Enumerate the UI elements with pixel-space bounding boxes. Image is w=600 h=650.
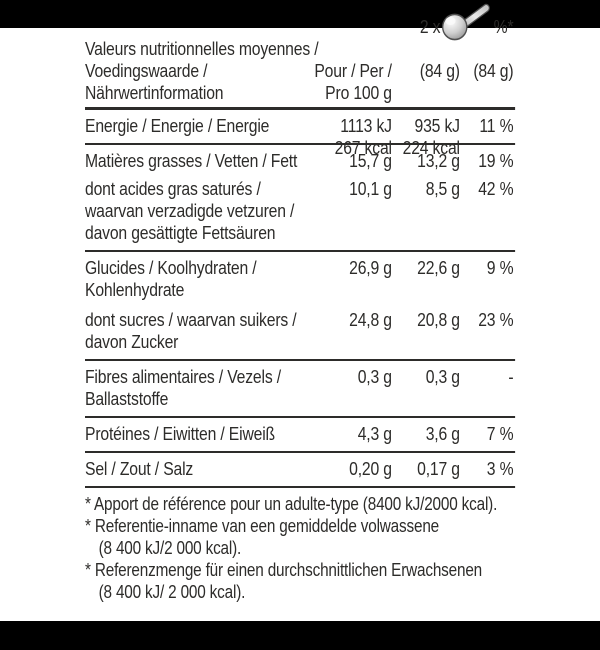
table-title: Valeurs nutritionnelles moyennes / Voedi… [85, 38, 319, 103]
nutrient-label: Matières grasses / Vetten / Fett [85, 150, 298, 171]
table-row: Fibres alimentaires / Vezels / Ballastst… [85, 361, 515, 416]
value-percent: 23 % [478, 309, 514, 330]
section-energy: Energie / Energie / Energie 1113 kJ 267 … [85, 110, 516, 158]
nutrient-label: Sel / Zout / Salz [85, 458, 194, 479]
footnotes: * Apport de référence pour un adulte-typ… [85, 488, 515, 603]
value-per-100g: 0,3 g [357, 366, 392, 387]
value-percent: - [508, 366, 514, 387]
column-header-per-portion: 2 x [349, 0, 490, 104]
value-per-100g: 26,9 g [349, 257, 392, 278]
column-header-per-100g: Pour / Per / Pro 100 g [314, 60, 392, 103]
value-per-portion: 0,17 g [417, 458, 460, 479]
percent-symbol: %* [493, 16, 514, 37]
nutrient-label: dont acides gras saturés / waarvan verza… [85, 178, 295, 243]
value-percent: 19 % [478, 150, 514, 171]
letterbox-bar-bottom [0, 621, 600, 650]
value-per-portion: 935 kJ 224 kcal [402, 115, 460, 158]
nutrient-label: dont sucres / waarvan suikers / davon Zu… [85, 309, 297, 352]
value-per-portion: 20,8 g [417, 309, 460, 330]
value-per-portion: 22,6 g [417, 257, 460, 278]
value-percent: 7 % [486, 423, 514, 444]
portion-header-line: 2 x [349, 3, 490, 41]
value-per-portion: 0,3 g [425, 366, 460, 387]
value-per-portion: 13,2 g [417, 150, 460, 171]
value-percent: 42 % [478, 178, 514, 199]
portion-multiplier: 2 x [419, 16, 441, 37]
spoon-icon [442, 3, 490, 41]
footnote-reference-intake-fr: * Apport de référence pour un adulte-typ… [85, 494, 498, 514]
table-row: Protéines / Eiwitten / Eiweiß 4,3 g 3,6 … [85, 418, 515, 451]
table-row: Glucides / Koolhydraten / Kohlenhydrate … [85, 252, 515, 307]
value-per-100g: 10,1 g [349, 178, 392, 199]
value-percent: 9 % [486, 257, 514, 278]
nutrition-table: Valeurs nutritionnelles moyennes / Voedi… [85, 3, 516, 603]
value-per-100g: 1113 kJ 267 kcal [334, 115, 392, 158]
section-salt: Sel / Zout / Salz 0,20 g 0,17 g 3 % [85, 453, 516, 488]
value-per-100g: 4,3 g [357, 423, 392, 444]
nutrient-label: Energie / Energie / Energie [85, 115, 270, 136]
table-row: dont acides gras saturés / waarvan verza… [85, 178, 515, 250]
value-percent: 3 % [486, 458, 514, 479]
letterbox-bar-top [0, 0, 600, 28]
portion-weight: (84 g) [419, 60, 460, 81]
footnote-reference-intake-nl: * Referentie-inname van een gemiddelde v… [85, 516, 439, 558]
table-row: Matières grasses / Vetten / Fett 15,7 g … [85, 145, 515, 178]
nutrient-label: Protéines / Eiwitten / Eiweiß [85, 423, 275, 444]
value-per-100g: 15,7 g [349, 150, 392, 171]
footnote-reference-intake-de: * Referenzmenge für einen durchschnittli… [85, 560, 483, 602]
section-fibre: Fibres alimentaires / Vezels / Ballastst… [85, 361, 516, 418]
section-fats: Matières grasses / Vetten / Fett 15,7 g … [85, 145, 516, 252]
value-per-portion: 8,5 g [425, 178, 460, 199]
table-row: Energie / Energie / Energie 1113 kJ 267 … [85, 110, 515, 158]
section-carbohydrates: Glucides / Koolhydraten / Kohlenhydrate … [85, 252, 516, 361]
table-row: dont sucres / waarvan suikers / davon Zu… [85, 307, 515, 359]
value-per-100g: 24,8 g [349, 309, 392, 330]
nutrient-label: Fibres alimentaires / Vezels / Ballastst… [85, 366, 281, 409]
value-per-portion: 3,6 g [425, 423, 460, 444]
column-header-percent: %* (84 g) [473, 0, 513, 104]
table-header: Valeurs nutritionnelles moyennes / Voedi… [85, 3, 516, 110]
table-row: Sel / Zout / Salz 0,20 g 0,17 g 3 % [85, 453, 515, 486]
percent-weight: (84 g) [473, 60, 514, 81]
section-protein: Protéines / Eiwitten / Eiweiß 4,3 g 3,6 … [85, 418, 516, 453]
value-per-100g: 0,20 g [349, 458, 392, 479]
nutrient-label: Glucides / Koolhydraten / Kohlenhydrate [85, 257, 257, 300]
value-percent: 11 % [479, 115, 514, 136]
